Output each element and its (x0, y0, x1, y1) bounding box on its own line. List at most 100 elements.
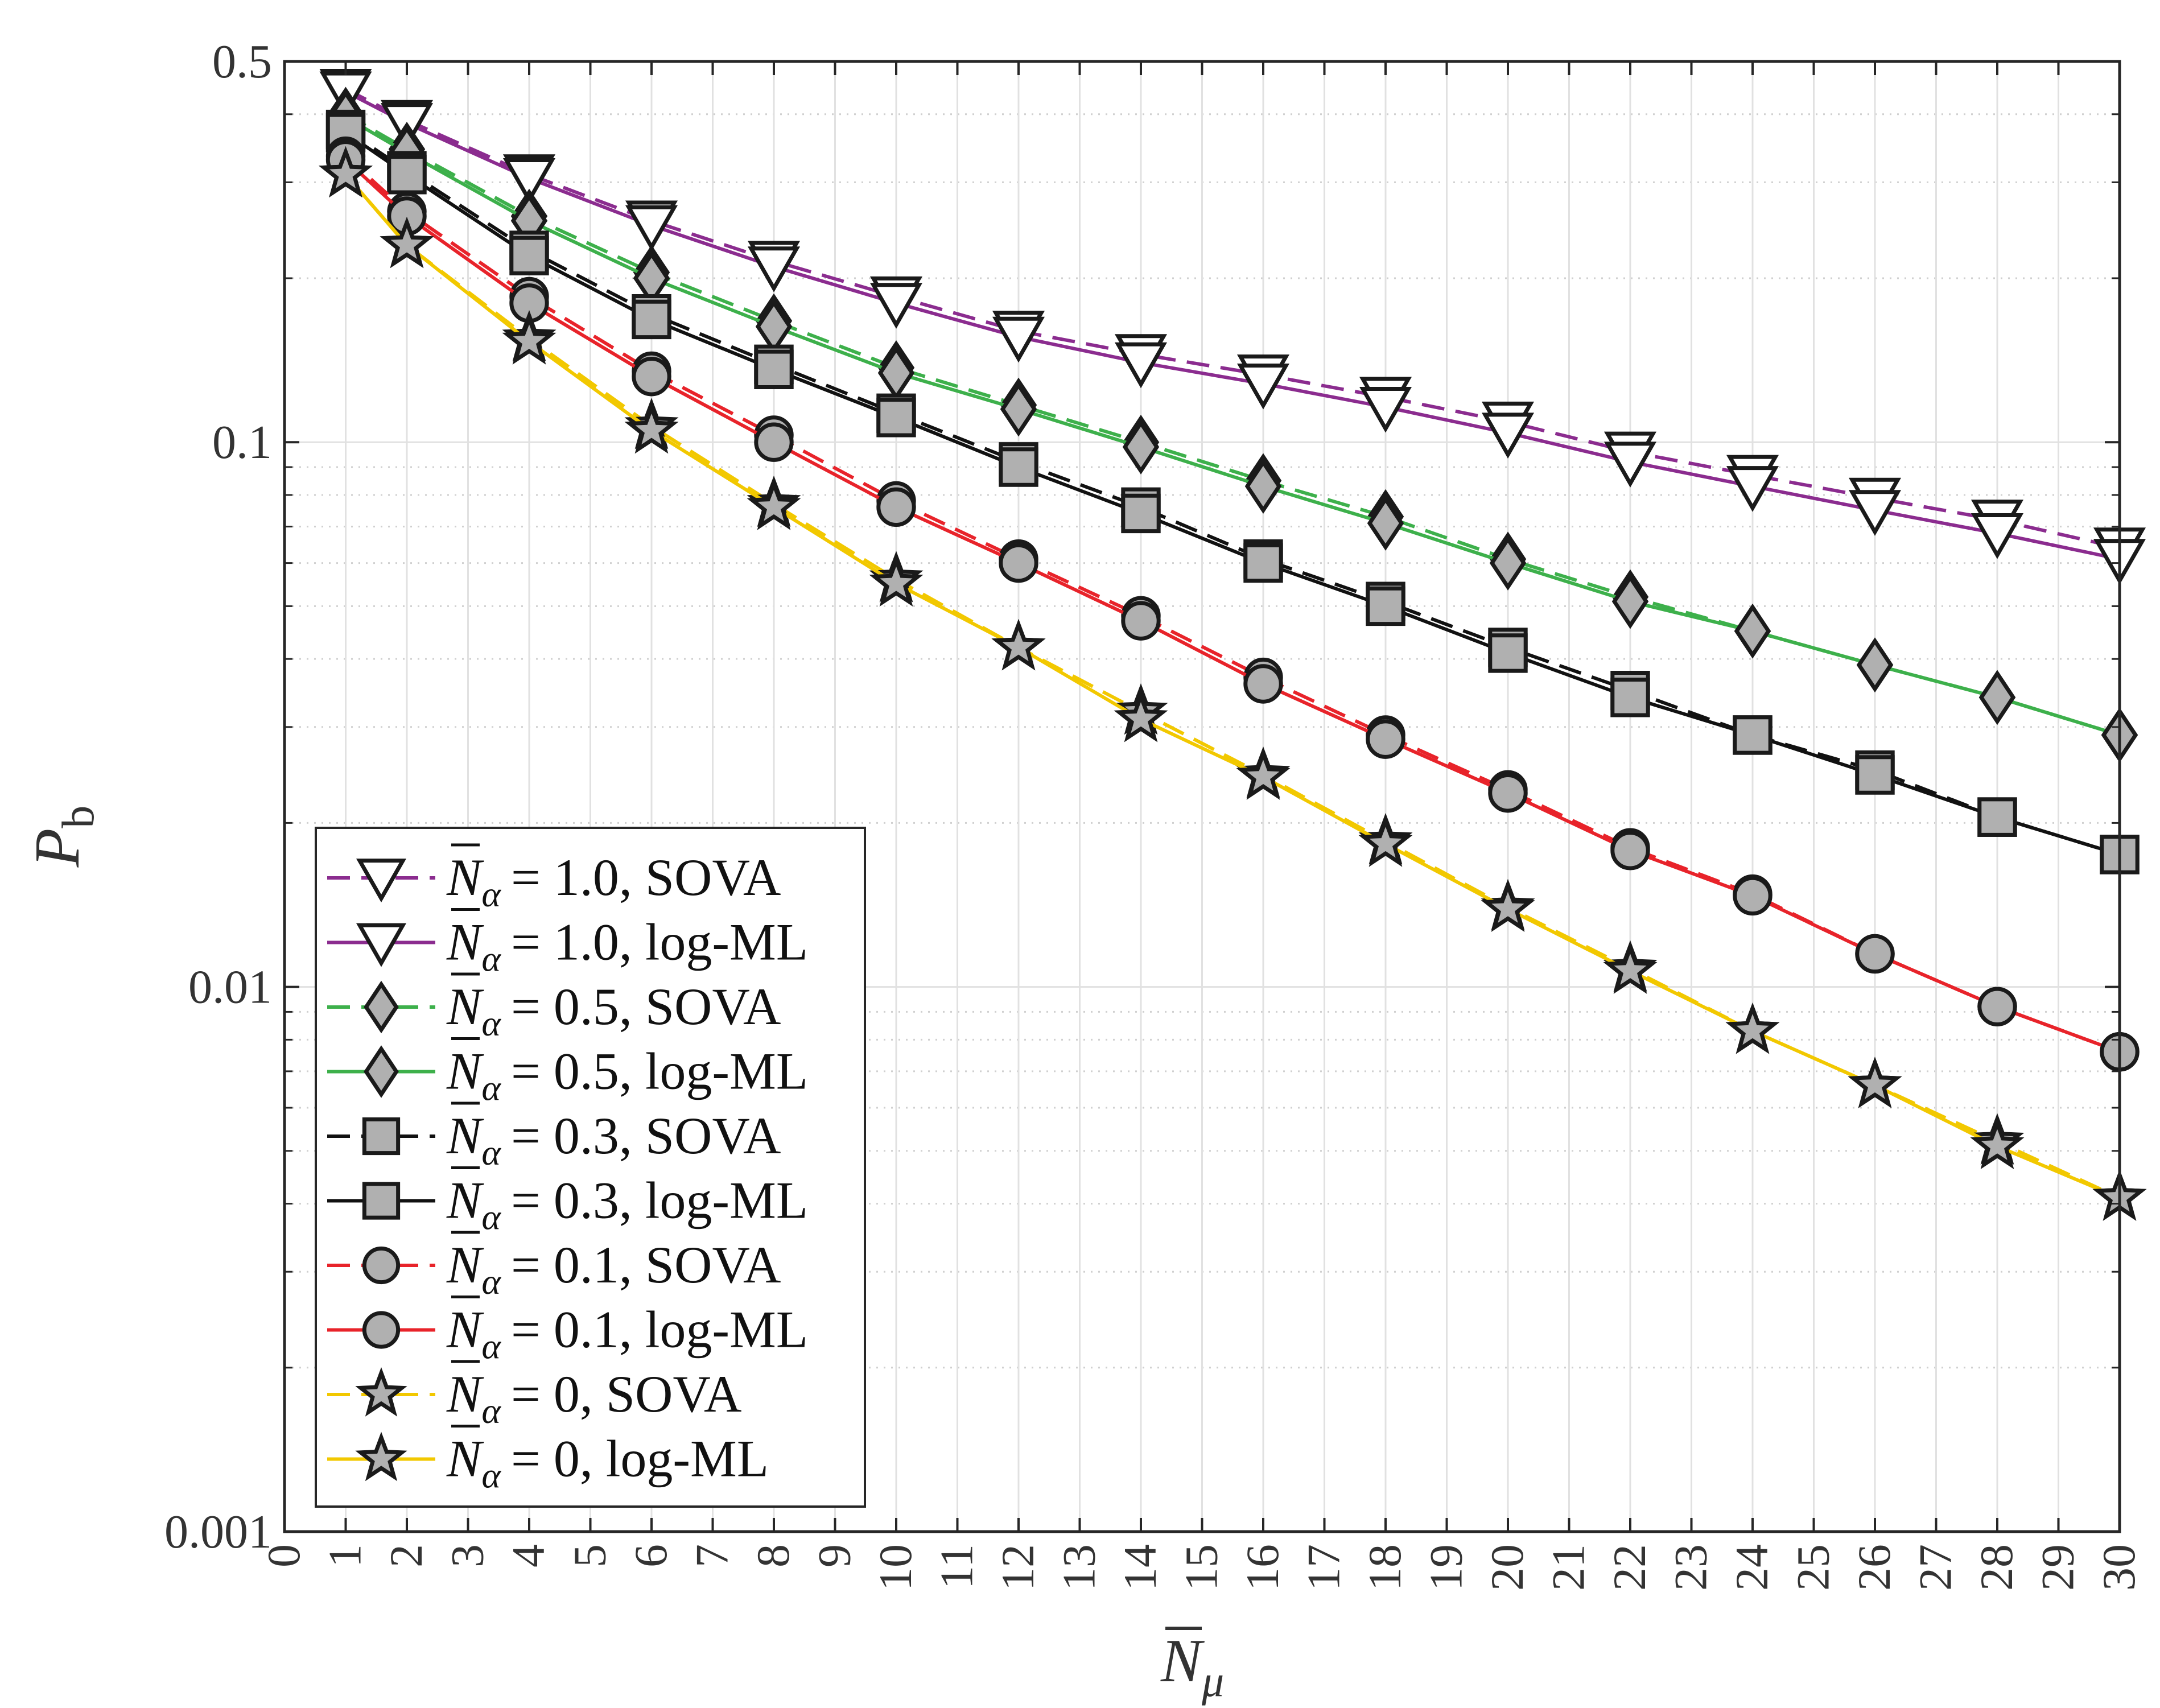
series-marker-diamond (1611, 574, 1649, 629)
series-marker-triangle-down (1481, 412, 1535, 459)
series-marker-circle (754, 422, 794, 462)
series-marker-diamond (1856, 637, 1894, 693)
x-tick-label: 19 (1420, 1544, 1472, 1591)
series-marker-square (632, 299, 671, 340)
series-marker-triangle-down (1236, 364, 1290, 410)
series-10 (319, 146, 2147, 1221)
series-line (344, 115, 2120, 737)
series-marker-circle (1121, 601, 1161, 641)
series-2 (319, 71, 2146, 585)
series-marker-triangle-down (356, 923, 407, 967)
series-marker-star (1970, 1117, 2025, 1169)
legend-item: Nα = 0, log-ML (327, 1425, 769, 1496)
legend-item: Nα = 1.0, SOVA (327, 843, 781, 914)
series-marker-square (1366, 586, 1405, 626)
series-marker-diamond (364, 980, 399, 1034)
x-tick-label: 11 (931, 1544, 983, 1589)
y-tick-label: 0.5 (212, 35, 272, 88)
series-marker-star (380, 216, 434, 269)
x-tick-label: 6 (625, 1544, 677, 1567)
series-marker-square (1855, 755, 1895, 795)
x-tick-label: 23 (1665, 1544, 1717, 1591)
y-tick-labels: 0.5 0.1 0.01 0.001 (164, 35, 272, 1558)
series-marker-circle (1488, 773, 1528, 813)
legend-item: Nα = 0.3, log-ML (327, 1166, 808, 1237)
series-line (345, 90, 2120, 561)
legend-label: Nα = 0, SOVA (446, 1365, 741, 1431)
x-tick-label: 15 (1176, 1544, 1227, 1591)
legend-label: Nα = 0.1, SOVA (446, 1236, 781, 1302)
series-line (345, 113, 2120, 737)
series-marker-diamond (1489, 535, 1527, 591)
series-marker-diamond (364, 1045, 399, 1098)
series-marker-square (876, 398, 916, 438)
legend-label: Nα = 0, log-ML (446, 1430, 769, 1496)
legend-item: Nα = 1.0, log-ML (327, 908, 808, 979)
x-tick-label: 5 (564, 1544, 616, 1567)
series-marker-star (355, 1431, 407, 1482)
series-line (344, 128, 2120, 856)
x-tick-label: 0 (258, 1544, 310, 1567)
series-marker-circle (362, 1246, 401, 1285)
series-marker-diamond (1367, 496, 1404, 551)
series-marker-circle (632, 357, 671, 397)
y-axis-label: Pb (22, 806, 104, 868)
x-tick-label: 2 (380, 1544, 432, 1567)
axis-ticks (283, 60, 2121, 1533)
series-line (345, 87, 2120, 550)
series-marker-star (1236, 748, 1291, 800)
legend-label: Nα = 0.5, SOVA (446, 977, 781, 1043)
axis-labels: Nμ Pb (22, 806, 1224, 1706)
series-marker-diamond (1000, 381, 1037, 437)
series-marker-star (319, 146, 373, 198)
series-marker-triangle-down (747, 246, 801, 292)
x-tick-label: 1 (319, 1544, 371, 1567)
series-layer (319, 68, 2147, 1221)
legend-item: Nα = 0.1, SOVA (327, 1231, 781, 1302)
x-tick-label: 22 (1603, 1544, 1655, 1591)
x-tick-label: 8 (747, 1544, 799, 1567)
x-tick-label: 16 (1236, 1544, 1288, 1591)
legend-label: Nα = 1.0, log-ML (446, 913, 808, 979)
series-marker-circle (1855, 934, 1895, 974)
series-marker-circle (362, 1311, 401, 1349)
y-tick-label: 0.001 (164, 1505, 272, 1558)
series-marker-square (509, 236, 549, 276)
series-line (344, 158, 2121, 1054)
series-marker-star (747, 478, 801, 530)
series-marker-triangle-down (1971, 513, 2024, 559)
series-marker-star (869, 555, 924, 607)
x-tick-label: 20 (1481, 1544, 1533, 1591)
x-tick-label: 10 (869, 1544, 921, 1591)
series-marker-circle (1243, 664, 1283, 704)
x-tick-label: 25 (1787, 1544, 1839, 1591)
series-marker-star (355, 1367, 407, 1417)
series-marker-square (362, 1117, 401, 1156)
series-marker-star (502, 313, 557, 365)
series-marker-triangle-down (625, 205, 678, 251)
legend-label: Nα = 0.1, log-ML (446, 1301, 808, 1367)
series-marker-triangle-down (869, 283, 923, 329)
series-marker-circle (1610, 831, 1650, 870)
series-marker-circle (876, 487, 916, 527)
series-marker-triangle-down (356, 859, 407, 903)
legend-item: Nα = 0.5, log-ML (327, 1037, 808, 1108)
series-marker-star (1848, 1057, 1902, 1108)
series-marker-square (387, 155, 427, 195)
series-marker-star (1481, 880, 1535, 933)
series-marker-circle (1977, 987, 2017, 1026)
series-marker-star (624, 402, 679, 454)
legend-label: Nα = 0.3, SOVA (446, 1107, 781, 1173)
x-tick-label: 27 (1910, 1544, 1961, 1591)
series-marker-triangle-down (1603, 442, 1657, 488)
series-marker-square (999, 447, 1038, 487)
series-marker-circle (1733, 876, 1772, 916)
x-tick-label: 24 (1726, 1544, 1778, 1591)
x-tick-label: 18 (1359, 1544, 1411, 1591)
series-marker-triangle-down (502, 158, 556, 204)
series-marker-triangle-down (1726, 466, 1779, 512)
series-marker-diamond (1978, 670, 2016, 725)
legend-item: Nα = 0.3, SOVA (327, 1101, 781, 1173)
